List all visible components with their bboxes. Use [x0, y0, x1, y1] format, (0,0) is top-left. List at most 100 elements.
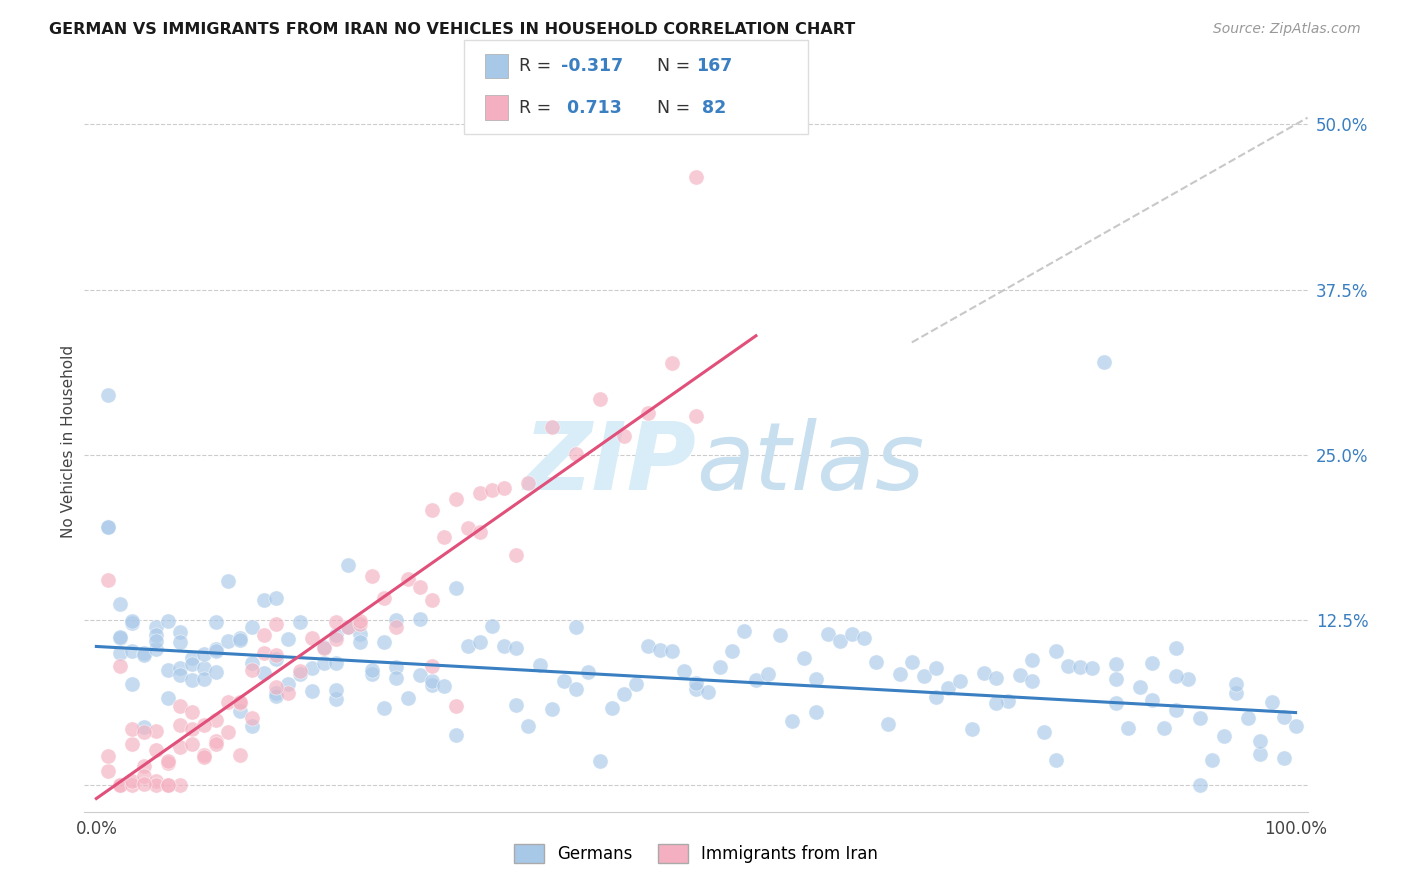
Text: Source: ZipAtlas.com: Source: ZipAtlas.com — [1213, 22, 1361, 37]
Point — [565, 447, 588, 461]
Point — [169, 778, 191, 792]
Point — [240, 711, 263, 725]
Point — [121, 677, 143, 691]
Point — [925, 661, 948, 675]
Text: R =: R = — [519, 57, 557, 75]
Point — [565, 681, 588, 696]
Point — [901, 655, 924, 669]
Point — [1225, 686, 1247, 700]
Point — [685, 409, 707, 423]
Point — [157, 754, 180, 768]
Point — [229, 704, 252, 718]
Point — [1008, 668, 1031, 682]
Point — [97, 388, 120, 402]
Point — [589, 392, 612, 406]
Point — [1140, 657, 1163, 671]
Point — [277, 632, 299, 646]
Point — [1164, 703, 1187, 717]
Point — [685, 682, 707, 697]
Point — [157, 614, 180, 628]
Point — [157, 778, 180, 792]
Point — [505, 548, 527, 562]
Point — [457, 639, 479, 653]
Point — [444, 491, 467, 506]
Point — [205, 734, 228, 748]
Point — [121, 614, 143, 628]
Point — [193, 673, 215, 687]
Point — [253, 592, 276, 607]
Point — [193, 647, 215, 661]
Point — [217, 633, 239, 648]
Point — [290, 665, 312, 679]
Point — [517, 475, 540, 490]
Point — [290, 615, 312, 629]
Point — [517, 719, 540, 733]
Point — [181, 705, 204, 719]
Point — [325, 615, 347, 629]
Point — [134, 777, 156, 791]
Point — [613, 429, 636, 443]
Point — [494, 481, 516, 495]
Point — [240, 663, 263, 677]
Point — [1105, 672, 1128, 686]
Point — [193, 718, 215, 732]
Point — [984, 696, 1007, 710]
Point — [793, 651, 815, 665]
Point — [505, 640, 527, 655]
Point — [576, 665, 599, 680]
Point — [745, 673, 768, 687]
Point — [468, 635, 491, 649]
Point — [505, 698, 527, 713]
Point — [157, 778, 180, 792]
Point — [110, 632, 132, 646]
Point — [1249, 734, 1271, 748]
Point — [444, 728, 467, 742]
Point — [1021, 652, 1043, 666]
Point — [721, 643, 744, 657]
Point — [1188, 710, 1211, 724]
Point — [912, 669, 935, 683]
Point — [361, 667, 384, 681]
Point — [373, 701, 395, 715]
Point — [444, 581, 467, 595]
Point — [1177, 672, 1199, 686]
Point — [205, 615, 228, 630]
Point — [205, 737, 228, 751]
Point — [661, 356, 683, 370]
Point — [780, 714, 803, 728]
Point — [876, 717, 898, 731]
Point — [181, 737, 204, 751]
Text: N =: N = — [657, 99, 696, 117]
Point — [396, 572, 419, 586]
Point — [1284, 719, 1306, 733]
Point — [385, 620, 408, 634]
Point — [253, 628, 276, 642]
Point — [205, 644, 228, 658]
Point — [264, 648, 287, 662]
Point — [277, 686, 299, 700]
Text: ZIP: ZIP — [523, 417, 696, 509]
Point — [420, 593, 443, 607]
Point — [229, 695, 252, 709]
Point — [145, 743, 167, 757]
Point — [337, 620, 360, 634]
Point — [97, 764, 120, 778]
Point — [169, 635, 191, 649]
Point — [1032, 725, 1054, 739]
Point — [314, 656, 336, 670]
Point — [181, 657, 204, 671]
Point — [1164, 669, 1187, 683]
Point — [145, 774, 167, 789]
Point — [1201, 753, 1223, 767]
Point — [565, 620, 588, 634]
Point — [409, 612, 432, 626]
Point — [1105, 696, 1128, 710]
Point — [637, 639, 659, 653]
Point — [697, 685, 720, 699]
Point — [205, 713, 228, 727]
Point — [1092, 355, 1115, 369]
Point — [420, 678, 443, 692]
Point — [229, 748, 252, 763]
Point — [110, 597, 132, 611]
Point — [337, 620, 360, 634]
